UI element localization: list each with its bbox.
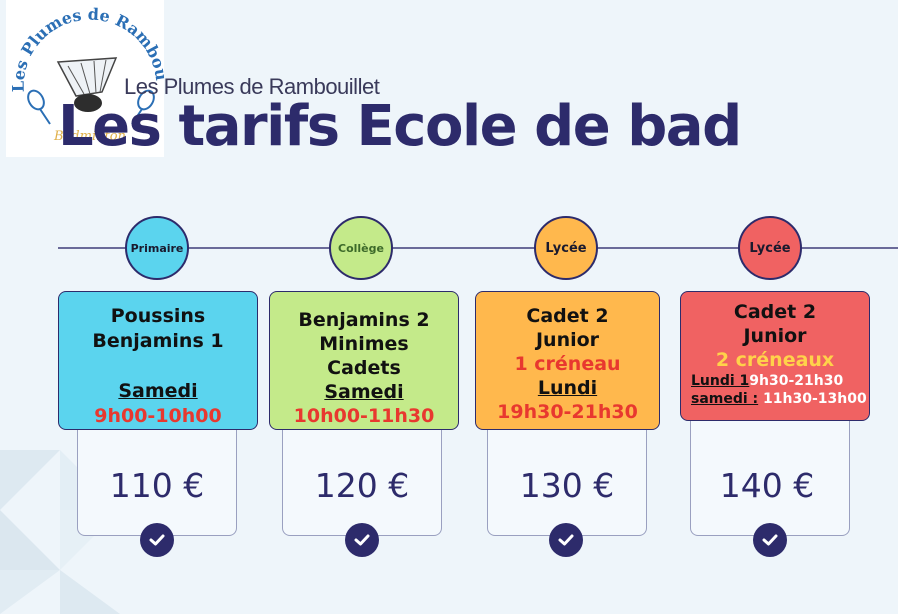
price-value: 110 €: [109, 466, 205, 505]
timeline-line: [58, 247, 898, 249]
price-panel: [487, 428, 647, 536]
price-panel: [282, 428, 442, 536]
schedule-time: 9h30-21h30: [749, 373, 844, 389]
level-node-primaire: Primaire: [125, 216, 189, 280]
level-label: Lycée: [749, 240, 791, 256]
price-value: 120 €: [314, 466, 410, 505]
page-subtitle: Les Plumes de Rambouillet: [124, 74, 380, 99]
level-node-lycee: Lycée: [534, 216, 598, 280]
category-line: Minimes: [319, 333, 409, 355]
page-title: Les tarifs Ecole de bad: [58, 94, 742, 159]
schedule-time: 9h00-10h00: [94, 405, 222, 427]
schedule-day: Lundi 1: [691, 373, 750, 389]
checkmark-icon: [549, 523, 583, 557]
tier-card-lycee-2: Cadet 2 Junior 2 créneaux Lundi 19h30-21…: [680, 291, 870, 421]
racket-icon: [27, 89, 155, 125]
schedule-time: 19h30-21h30: [497, 401, 638, 423]
schedule-day: samedi :: [691, 391, 759, 407]
category-line: Junior: [743, 325, 807, 347]
checkmark-icon: [140, 523, 174, 557]
category-line: Cadet 2: [526, 305, 609, 327]
schedule-day: Samedi: [118, 380, 198, 402]
category-line: Junior: [535, 329, 600, 351]
tier-card-lycee-1: Cadet 2 Junior 1 créneau Lundi 19h30-21h…: [475, 291, 660, 430]
schedule-day: Lundi: [537, 377, 598, 399]
level-label: Lycée: [545, 240, 587, 256]
level-node-college: Collège: [329, 216, 393, 280]
club-logo: Les Plumes de Rambouillet Badminton: [1, 0, 171, 157]
slot-count: 2 créneaux: [715, 349, 835, 371]
category-line: Benjamins 1: [92, 330, 224, 352]
shuttlecock-icon: [56, 57, 118, 112]
schedule-time: 10h00-11h30: [293, 405, 435, 427]
level-node-lycee-2: Lycée: [738, 216, 802, 280]
price-value: 130 €: [519, 466, 615, 505]
level-label: Collège: [338, 241, 384, 255]
category-line: Benjamins 2: [298, 309, 430, 331]
schedule-time: 11h30-13h00: [758, 391, 867, 407]
tier-card-college: Benjamins 2 Minimes Cadets Samedi 10h00-…: [269, 291, 459, 430]
category-line: Cadet 2: [733, 301, 817, 323]
tier-card-primaire: Poussins Benjamins 1 Samedi 9h00-10h00: [58, 291, 258, 430]
checkmark-icon: [753, 523, 787, 557]
slot-count: 1 créneau: [514, 353, 621, 375]
price-value: 140 €: [719, 466, 815, 505]
checkmark-icon: [345, 523, 379, 557]
category-line: Poussins: [110, 305, 206, 327]
category-line: Cadets: [327, 357, 401, 379]
level-label: Primaire: [130, 241, 184, 255]
logo-subtext: Badminton: [53, 129, 126, 144]
schedule-day: Samedi: [324, 381, 404, 403]
price-panel: [77, 428, 237, 536]
